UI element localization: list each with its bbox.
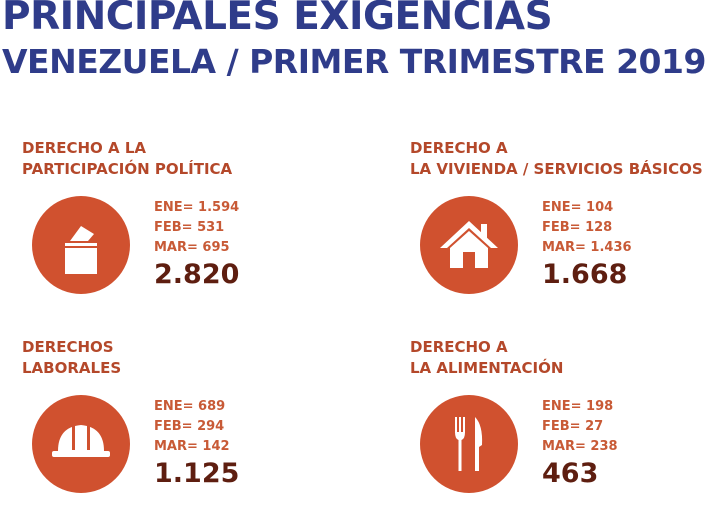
card-heading-line1: DERECHO A LA	[22, 139, 147, 157]
stat-feb: FEB= 531	[154, 220, 225, 235]
stat-mar: MAR= 695	[154, 240, 230, 255]
stat-mar: MAR= 142	[154, 439, 230, 454]
card-heading-line1: DERECHOS	[22, 338, 114, 356]
card-heading: DERECHOS LABORALES	[22, 337, 121, 379]
stat-total: 1.125	[154, 458, 240, 489]
stat-total: 1.668	[542, 259, 628, 290]
fork-knife-icon	[455, 417, 483, 471]
icon-circle	[420, 395, 518, 493]
card-derechos-laborales: DERECHOS LABORALES ENE= 689 FEB= 294 MAR…	[22, 337, 342, 507]
card-alimentacion: DERECHO A LA ALIMENTACIÓN ENE= 198 FEB= …	[410, 337, 712, 507]
card-heading: DERECHO A LA ALIMENTACIÓN	[410, 337, 563, 379]
stat-mar: MAR= 238	[542, 439, 618, 454]
stat-ene: ENE= 104	[542, 200, 614, 215]
card-heading-line2: LA ALIMENTACIÓN	[410, 359, 564, 377]
stat-ene: ENE= 689	[154, 399, 226, 414]
stats-block: ENE= 104 FEB= 128 MAR= 1.436 1.668	[542, 198, 632, 291]
stat-total: 463	[542, 458, 599, 489]
page-title: PRINCIPALES EXIGENCIAS	[2, 0, 553, 39]
card-heading-line2: PARTICIPACIÓN POLÍTICA	[22, 160, 233, 178]
hard-hat-icon	[52, 425, 110, 457]
stat-feb: FEB= 27	[542, 419, 604, 434]
card-heading: DERECHO A LA PARTICIPACIÓN POLÍTICA	[22, 138, 232, 180]
stat-total: 2.820	[154, 259, 240, 290]
house-icon	[440, 221, 498, 268]
card-heading-line1: DERECHO A	[410, 139, 508, 157]
stat-feb: FEB= 294	[154, 419, 225, 434]
card-heading-line2: LA VIVIENDA / SERVICIOS BÁSICOS	[410, 160, 703, 178]
stats-block: ENE= 1.594 FEB= 531 MAR= 695 2.820	[154, 198, 239, 291]
icon-circle	[32, 395, 130, 493]
card-vivienda-servicios: DERECHO A LA VIVIENDA / SERVICIOS BÁSICO…	[410, 138, 712, 308]
stat-ene: ENE= 198	[542, 399, 614, 414]
card-heading-line2: LABORALES	[22, 359, 122, 377]
icon-circle	[32, 196, 130, 294]
card-participacion-politica: DERECHO A LA PARTICIPACIÓN POLÍTICA ENE=…	[22, 138, 342, 308]
ballot-box-icon	[65, 226, 97, 274]
page-subtitle: VENEZUELA / PRIMER TRIMESTRE 2019	[2, 42, 706, 81]
card-heading: DERECHO A LA VIVIENDA / SERVICIOS BÁSICO…	[410, 138, 703, 180]
stat-mar: MAR= 1.436	[542, 240, 632, 255]
stats-block: ENE= 689 FEB= 294 MAR= 142 1.125	[154, 397, 239, 490]
stat-ene: ENE= 1.594	[154, 200, 240, 215]
stats-block: ENE= 198 FEB= 27 MAR= 238 463	[542, 397, 618, 490]
card-heading-line1: DERECHO A	[410, 338, 508, 356]
stat-feb: FEB= 128	[542, 220, 613, 235]
icon-circle	[420, 196, 518, 294]
